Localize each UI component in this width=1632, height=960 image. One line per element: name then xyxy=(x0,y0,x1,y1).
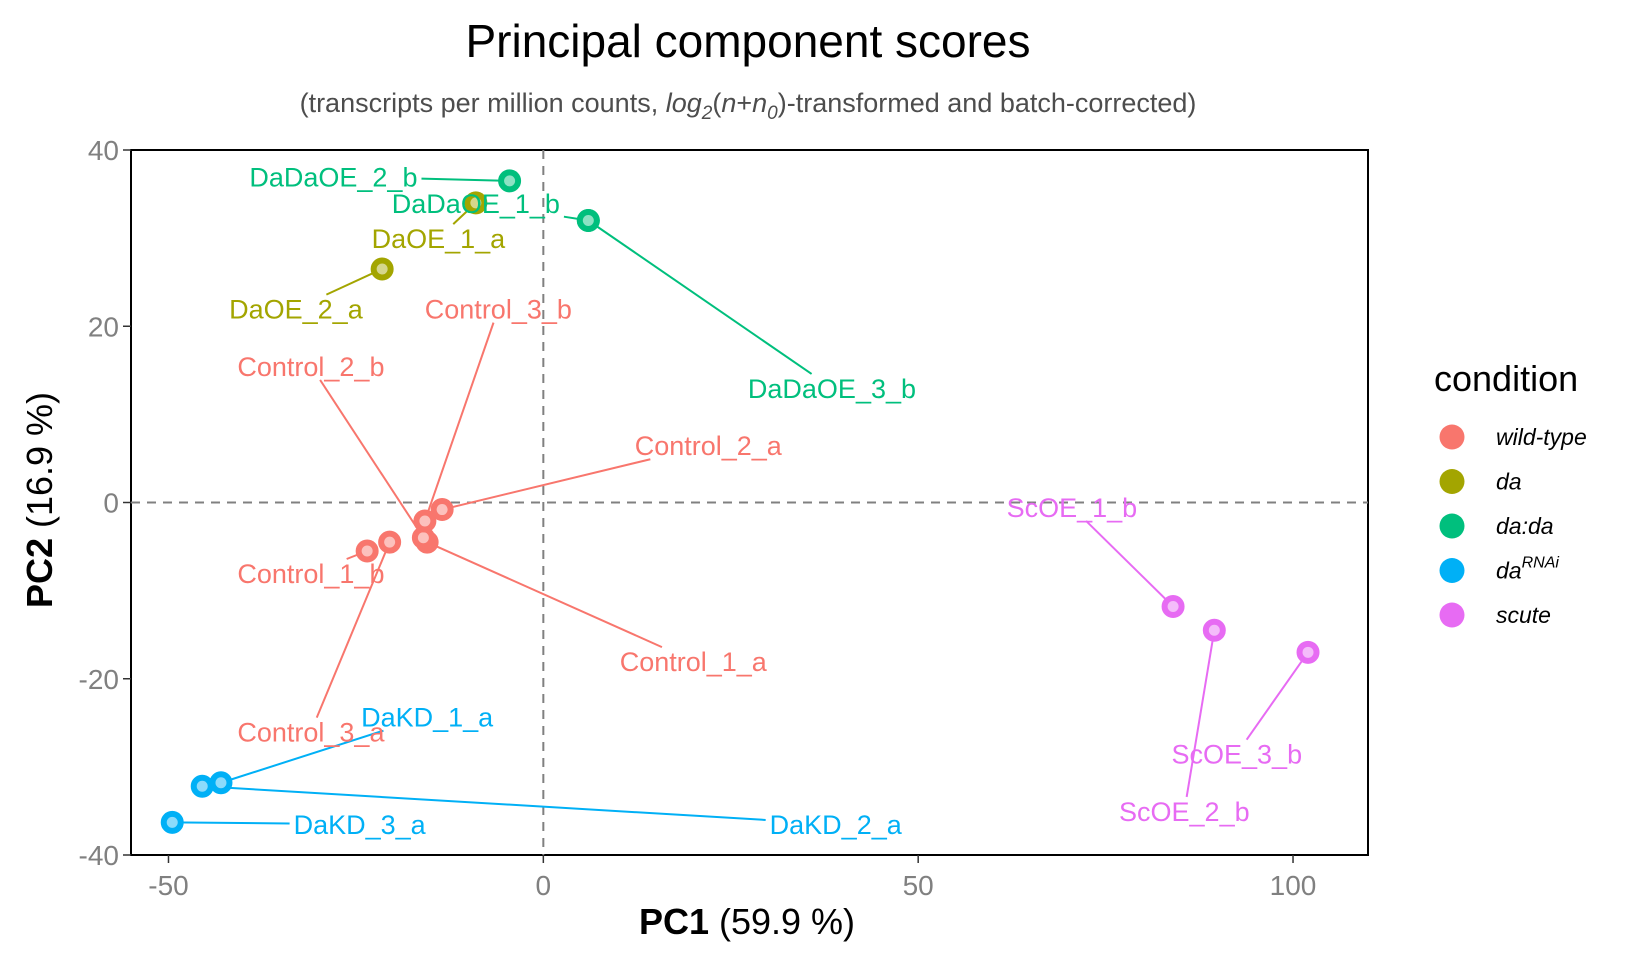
connector-line xyxy=(202,785,766,821)
connector-line xyxy=(587,219,813,375)
y-tick-label: 20 xyxy=(88,311,119,342)
connector-line xyxy=(1185,630,1216,798)
legend-key-darnai xyxy=(1439,558,1465,583)
x-axis-title: PC1 (59.9 %) xyxy=(639,901,855,942)
data-point-highlight xyxy=(470,197,482,209)
point-label: DaKD_3_a xyxy=(294,810,427,840)
legend-key-wildtype xyxy=(1439,424,1465,450)
data-point-highlight xyxy=(196,780,208,792)
point-label: DaKD_1_a xyxy=(361,703,494,733)
connector-line xyxy=(220,729,384,784)
data-point-highlight xyxy=(419,515,431,527)
connector-line xyxy=(319,379,425,539)
x-tick-label: 0 xyxy=(536,870,552,901)
data-point-highlight xyxy=(166,816,178,828)
point-label: DaDaOE_2_b xyxy=(249,162,417,192)
point-label: DaDaOE_1_b xyxy=(392,189,560,219)
chart-subtitle: (transcripts per million counts, log2(n+… xyxy=(300,88,1197,124)
connector-line xyxy=(1085,520,1174,608)
connector-line xyxy=(441,458,651,511)
point-label: DaDaOE_3_b xyxy=(748,374,916,404)
point-label: ScOE_2_b xyxy=(1119,797,1250,827)
data-point-highlight xyxy=(504,175,516,187)
data-point-highlight xyxy=(215,777,227,789)
connector-line xyxy=(315,541,391,719)
y-tick-label: -40 xyxy=(79,840,119,871)
data-point-highlight xyxy=(361,545,373,557)
data-point-highlight xyxy=(1302,646,1314,658)
data-point-highlight xyxy=(376,263,388,275)
reference-lines xyxy=(131,150,1368,855)
point-label: ScOE_1_b xyxy=(1007,493,1138,523)
y-tick-label: 0 xyxy=(103,488,119,519)
y-tick-label: -20 xyxy=(79,664,119,695)
legend-title: condition xyxy=(1434,358,1578,399)
connector-line xyxy=(1245,651,1309,741)
data-point-highlight xyxy=(1208,624,1220,636)
legend-key-dada xyxy=(1439,513,1465,539)
connector-line xyxy=(172,821,290,825)
point-label: Control_2_a xyxy=(635,431,783,461)
legend-key-scute xyxy=(1439,602,1465,628)
data-point-highlight xyxy=(1167,600,1179,612)
point-label: Control_1_b xyxy=(237,559,384,589)
data-point-highlight xyxy=(417,532,429,544)
point-labels: Control_1_a Control_1_b Control_2_a Control… xyxy=(229,162,1302,840)
legend-label: wild-type xyxy=(1496,424,1587,450)
legend-label: daRNAi xyxy=(1496,555,1559,584)
point-label: Control_1_a xyxy=(620,647,768,677)
chart-title: Principal component scores xyxy=(465,15,1030,67)
legend: condition wild-type da da:da daRNAi scute xyxy=(1434,358,1587,628)
data-point-highlight xyxy=(582,215,594,226)
point-label: DaOE_2_a xyxy=(229,295,364,325)
x-tick-label: 100 xyxy=(1270,870,1317,901)
point-label: DaOE_1_a xyxy=(372,224,507,254)
data-point-highlight xyxy=(384,536,396,548)
data-point-highlight xyxy=(436,504,448,516)
connector-line xyxy=(426,541,663,649)
data-points xyxy=(160,169,1320,834)
point-label: Control_3_a xyxy=(237,718,385,748)
connector-line xyxy=(423,322,495,522)
legend-label: da xyxy=(1496,469,1522,495)
point-label: Control_3_b xyxy=(425,295,572,325)
axes-group: -50 0 50 100 -40 -20 0 20 40 xyxy=(79,135,1369,901)
point-label: Control_2_b xyxy=(237,352,384,382)
x-tick-label: 50 xyxy=(903,870,934,901)
connector-line xyxy=(421,177,510,182)
y-tick-label: 40 xyxy=(88,135,119,166)
x-tick-label: -50 xyxy=(148,870,188,901)
y-axis-title: PC2 (16.9 %) xyxy=(19,392,60,608)
point-label: ScOE_3_b xyxy=(1172,740,1303,770)
legend-label: scute xyxy=(1496,602,1551,628)
legend-key-da xyxy=(1439,469,1465,494)
point-label: DaKD_2_a xyxy=(770,810,903,840)
legend-label: da:da xyxy=(1496,513,1554,539)
